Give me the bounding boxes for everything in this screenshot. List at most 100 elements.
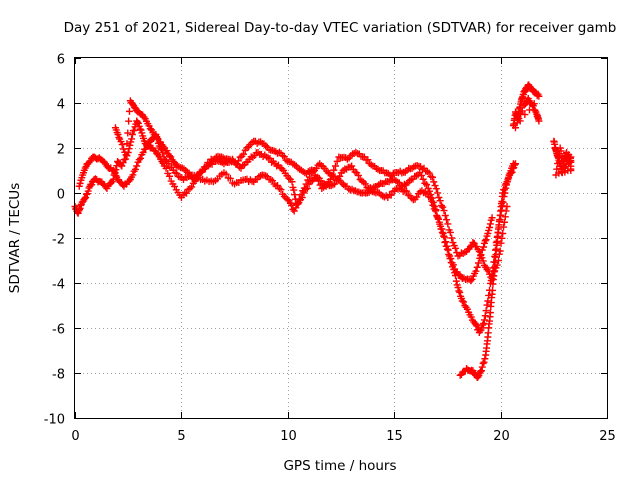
data-point-marker [552, 171, 560, 179]
data-point-marker [451, 244, 459, 252]
data-point-marker [425, 169, 433, 177]
data-point-marker [82, 194, 90, 201]
data-point-marker [163, 147, 171, 155]
data-point-marker [436, 197, 444, 205]
data-point-marker [443, 242, 451, 250]
data-point-marker [431, 207, 439, 215]
y-tick-labels: -10 -8 -6 -4 -2 0 2 4 6 [44, 53, 65, 428]
data-point-marker [511, 160, 519, 168]
data-point-marker [503, 203, 511, 210]
y-tick-label: -4 [52, 278, 65, 293]
data-point-marker [297, 191, 305, 199]
data-point-marker [456, 288, 464, 296]
data-point-marker [448, 234, 456, 242]
data-point-marker [81, 194, 89, 202]
data-point-marker [331, 180, 339, 188]
data-point-marker [309, 167, 317, 174]
data-point-marker [468, 275, 476, 283]
data-point-marker [479, 359, 487, 367]
data-point-marker [272, 148, 280, 156]
data-point-marker [277, 186, 285, 194]
y-tick-label: -2 [52, 233, 65, 248]
data-point-marker [401, 168, 409, 176]
data-point-marker [128, 131, 136, 138]
y-tick-label: 4 [57, 98, 65, 113]
data-point-marker [417, 171, 425, 179]
data-point-marker [496, 247, 504, 255]
data-point-marker [484, 267, 492, 275]
data-point-marker [340, 181, 348, 189]
y-tick-label: 0 [57, 188, 65, 203]
data-point-marker [486, 220, 494, 228]
data-point-marker [88, 181, 96, 189]
data-point-marker [125, 177, 133, 185]
data-point-marker [435, 218, 443, 226]
data-point-marker [515, 115, 523, 123]
data-point-marker [458, 297, 466, 305]
data-point-marker [291, 191, 299, 199]
data-point-marker [478, 363, 486, 371]
data-point-marker [479, 321, 487, 329]
data-point-marker [469, 239, 477, 246]
data-point-marker [84, 187, 92, 195]
data-point-marker [486, 224, 494, 232]
data-point-marker [484, 297, 492, 305]
data-point-marker [85, 159, 93, 167]
data-point-marker [137, 154, 145, 162]
data-point-marker [186, 185, 194, 192]
data-point-marker [446, 228, 454, 236]
data-point-marker [479, 257, 487, 265]
data-point-marker [387, 191, 395, 199]
data-point-marker [482, 307, 490, 315]
data-point-marker [535, 92, 543, 100]
data-point-marker [295, 195, 303, 203]
data-point-marker [481, 355, 489, 363]
data-point-marker [498, 234, 506, 242]
plot-frame [74, 57, 608, 419]
data-point-marker [426, 194, 434, 201]
data-point-marker [472, 320, 480, 328]
data-point-marker [467, 277, 475, 285]
data-point-marker [500, 218, 508, 226]
data-point-marker [483, 265, 491, 273]
data-point-marker [449, 239, 457, 247]
data-point-marker [430, 178, 438, 186]
data-point-marker [328, 171, 336, 179]
data-point-marker [474, 259, 482, 267]
data-point-marker [130, 126, 138, 134]
data-point-marker [262, 172, 270, 180]
data-point-marker [477, 367, 485, 375]
data-point-marker [119, 159, 127, 167]
data-point-marker [164, 159, 172, 167]
data-point-marker [500, 223, 508, 231]
data-point-marker [563, 157, 571, 165]
data-point-marker [222, 170, 230, 178]
data-point-marker [330, 166, 338, 174]
data-point-marker [454, 284, 462, 291]
data-point-marker [484, 230, 492, 237]
data-point-marker [429, 173, 437, 181]
y-axis-label: SDTVAR / TECUs [7, 183, 23, 293]
data-point-marker [499, 230, 507, 237]
data-point-marker [475, 248, 483, 255]
x-tick-label: 10 [280, 429, 297, 444]
data-point-marker [129, 171, 137, 179]
data-point-marker [133, 162, 141, 170]
data-point-marker [76, 179, 84, 187]
x-tick-label: 20 [493, 429, 510, 444]
data-point-marker [444, 220, 452, 228]
data-point-marker [511, 124, 519, 132]
data-point-marker [557, 147, 565, 155]
data-point-marker [120, 145, 128, 153]
y-tick-label: -6 [52, 323, 65, 338]
data-point-marker [268, 158, 276, 166]
data-point-marker [268, 177, 276, 185]
data-point-marker [481, 237, 489, 245]
grid-lines [75, 58, 607, 418]
data-point-marker [136, 125, 144, 133]
data-point-marker [473, 322, 481, 330]
data-point-marker [444, 246, 452, 254]
data-point-marker [531, 107, 539, 115]
data-point-marker [432, 185, 440, 193]
data-point-marker [473, 263, 481, 271]
